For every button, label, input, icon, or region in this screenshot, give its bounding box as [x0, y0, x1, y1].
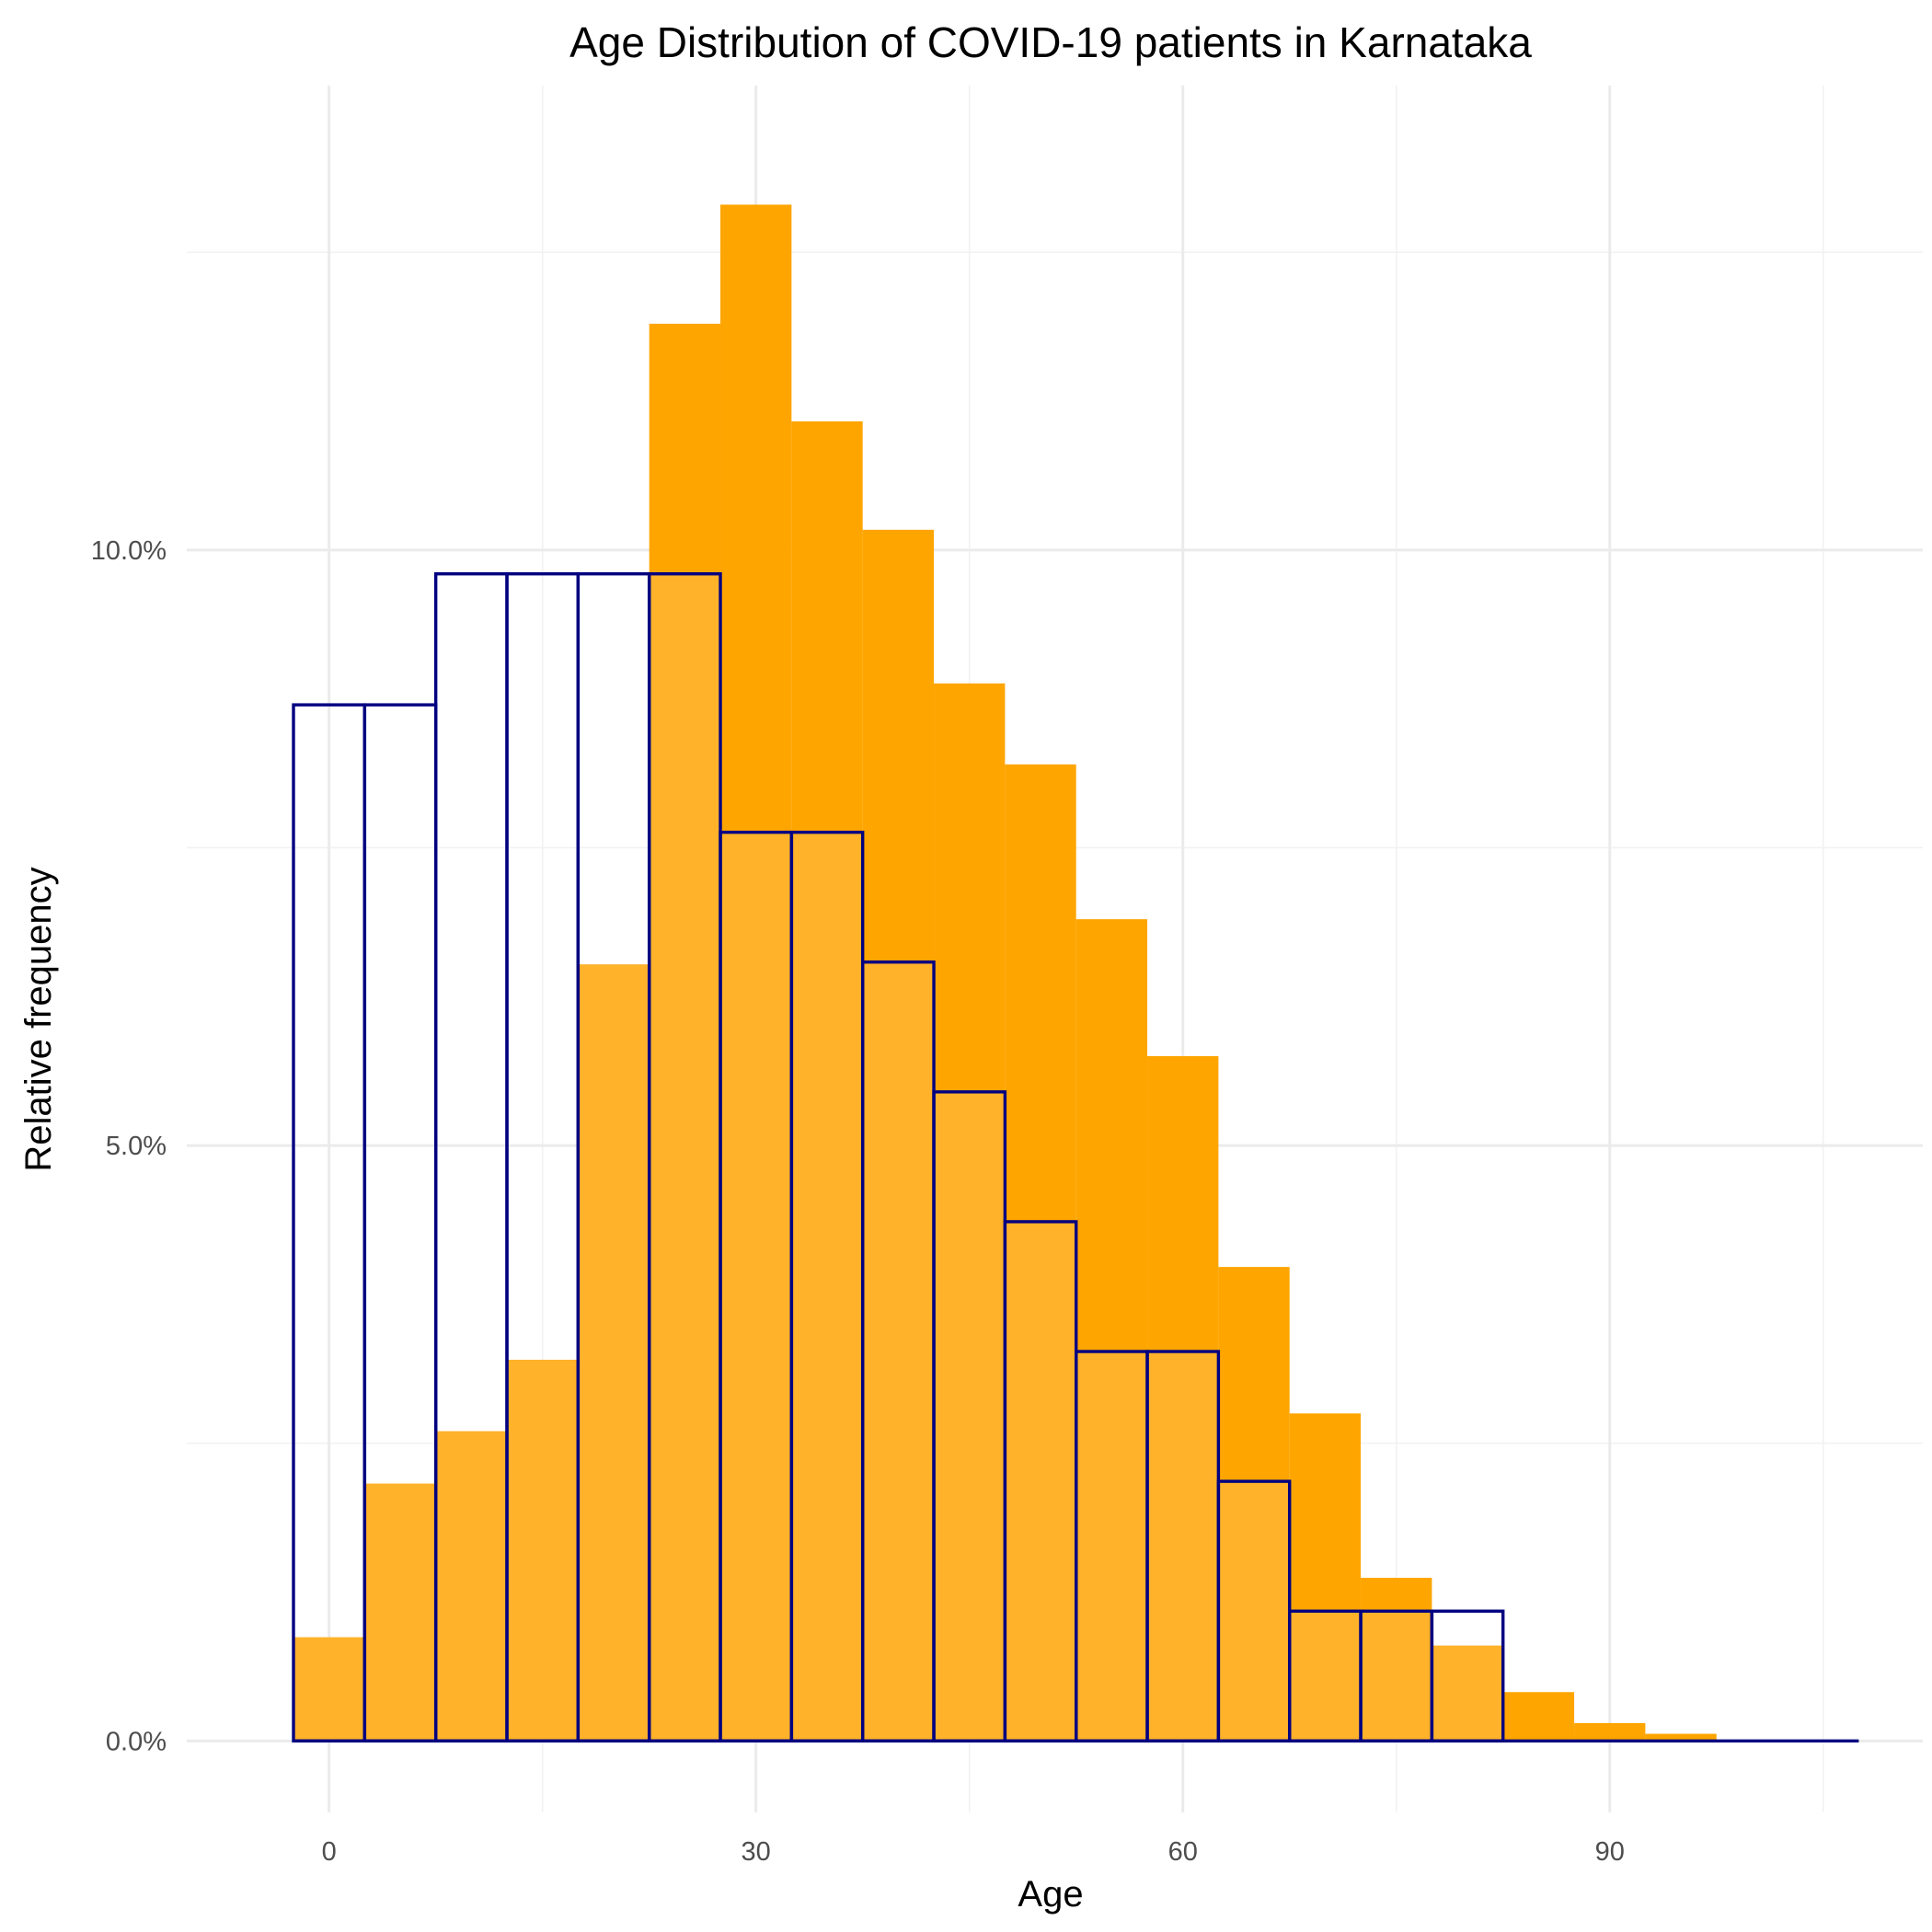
overlap-bar [364, 1483, 436, 1742]
y-axis-ticks: 0.0% 5.0% 10.0% [91, 536, 167, 1756]
filled-bar [1502, 1692, 1575, 1742]
chart-title: Age Distribution of COVID-19 patients in… [569, 18, 1532, 66]
overlap-bar [1289, 1611, 1362, 1742]
x-tick-label: 60 [1168, 1837, 1198, 1867]
y-tick-label: 5.0% [106, 1132, 167, 1161]
overlap-bar [1218, 1481, 1290, 1742]
overlap-bar [862, 961, 935, 1742]
outline-histogram-series [292, 572, 1505, 1743]
overlap-bar [578, 964, 650, 1742]
y-tick-label: 10.0% [91, 536, 167, 566]
overlap-bar [507, 1360, 579, 1742]
filled-bar [1574, 1722, 1646, 1742]
overlap-region [293, 573, 1503, 1742]
filled-bar [1645, 1733, 1717, 1742]
overlap-bar [435, 1431, 508, 1742]
x-tick-label: 30 [742, 1837, 771, 1867]
overlap-bar [649, 573, 721, 1742]
y-tick-label: 0.0% [106, 1727, 167, 1756]
overlap-bar [1147, 1351, 1219, 1742]
overlap-bar [1005, 1221, 1076, 1742]
overlap-bar [1361, 1611, 1432, 1742]
overlap-bar [934, 1091, 1006, 1742]
overlap-bar [791, 832, 863, 1742]
x-tick-label: 90 [1595, 1837, 1625, 1867]
overlap-bar [720, 832, 792, 1742]
x-tick-label: 0 [322, 1837, 337, 1867]
x-axis-title: Age [1018, 1874, 1083, 1915]
overlap-bar [1075, 1351, 1148, 1742]
y-axis-title: Relative frequency [18, 867, 59, 1171]
overlap-bar [1432, 1645, 1503, 1742]
overlap-bar [293, 1637, 365, 1742]
x-axis-ticks: 0 30 60 90 [322, 1837, 1625, 1867]
